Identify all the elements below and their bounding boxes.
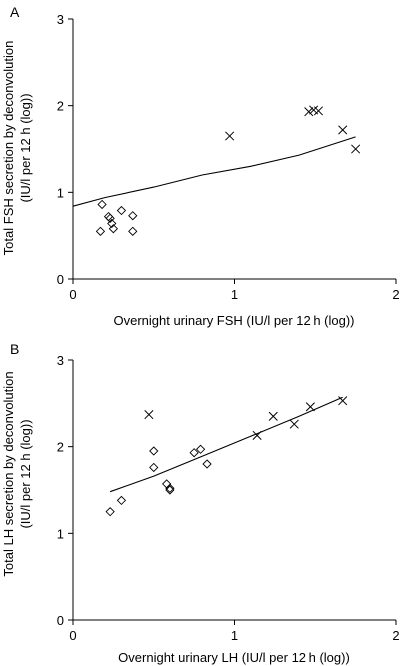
data-point-diamond-a — [95, 226, 106, 236]
data-point-cross-b — [305, 402, 315, 412]
data-point-diamond-a — [105, 213, 115, 223]
data-point-cross-b — [268, 411, 278, 421]
data-point-diamond-a — [128, 211, 138, 221]
plot-area-b: 0 1 2 0 1 2 3 — [57, 353, 400, 643]
y-tick-label-b: 0 — [57, 613, 64, 628]
data-point-diamond-a — [116, 205, 127, 216]
regression-line-a — [72, 136, 356, 207]
y-axis-label-a-line2: (IU/l per 12 h (log)) — [18, 93, 33, 202]
data-point-cross-b — [144, 410, 154, 420]
x-tick-label-b: 0 — [69, 628, 76, 643]
data-point-diamond-b — [149, 446, 159, 456]
x-tick-label-a: 1 — [231, 287, 238, 302]
data-point-cross-a — [351, 144, 361, 154]
x-tick-label-b: 2 — [392, 628, 399, 643]
data-point-diamond-b — [165, 483, 175, 493]
data-point-diamond-b — [149, 462, 159, 473]
data-point-diamond-a — [107, 218, 117, 229]
panel-label-b: B — [10, 341, 19, 357]
data-point-diamond-b — [202, 459, 212, 469]
data-point-diamond-b — [195, 444, 206, 454]
x-tick-label-a: 0 — [69, 287, 76, 302]
x-tick-label-b: 1 — [231, 628, 238, 643]
y-tick-label-a: 1 — [57, 185, 64, 200]
y-tick-label-b: 1 — [57, 526, 64, 541]
panel-a: A Total FSH secretion by deconvolution (… — [1, 4, 400, 328]
x-axis-label-b: Overnight urinary LH (IU/l per 12 h (log… — [118, 650, 350, 665]
data-point-diamond-a — [128, 226, 138, 236]
y-tick-label-b: 2 — [57, 440, 64, 455]
data-point-cross-b — [338, 396, 348, 406]
data-point-cross-a — [313, 106, 324, 116]
data-point-diamond-b — [116, 495, 127, 506]
data-point-diamond-b — [165, 485, 175, 495]
data-point-diamond-a — [108, 224, 119, 234]
data-point-cross-a — [225, 131, 235, 141]
y-axis-label-b-line2: (IU/l per 12 h (log)) — [18, 419, 33, 528]
x-axis-label-a: Overnight urinary FSH (IU/l per 12 h (lo… — [113, 313, 354, 328]
y-tick-label-a: 3 — [57, 12, 64, 27]
data-point-cross-a — [338, 125, 348, 135]
data-point-cross-a — [304, 107, 314, 117]
y-tick-label-a: 0 — [57, 272, 64, 287]
panel-label-a: A — [10, 4, 20, 20]
y-tick-label-b: 3 — [57, 353, 64, 368]
data-point-cross-b — [289, 419, 299, 429]
data-point-diamond-a — [97, 199, 107, 210]
panel-b: B Total LH secretion by deconvolution (I… — [1, 341, 400, 665]
y-axis-label-a-line1: Total FSH secretion by deconvolution — [1, 41, 16, 256]
y-tick-label-a: 2 — [57, 99, 64, 114]
x-tick-label-a: 2 — [392, 287, 399, 302]
data-point-diamond-b — [189, 448, 199, 458]
y-axis-label-b-line1: Total LH secretion by deconvolution — [1, 371, 16, 576]
data-point-cross-b — [252, 430, 262, 440]
plot-area-a: 0 1 2 0 1 2 3 — [57, 12, 400, 302]
data-point-diamond-b — [105, 507, 115, 517]
regression-line-b — [109, 396, 343, 493]
